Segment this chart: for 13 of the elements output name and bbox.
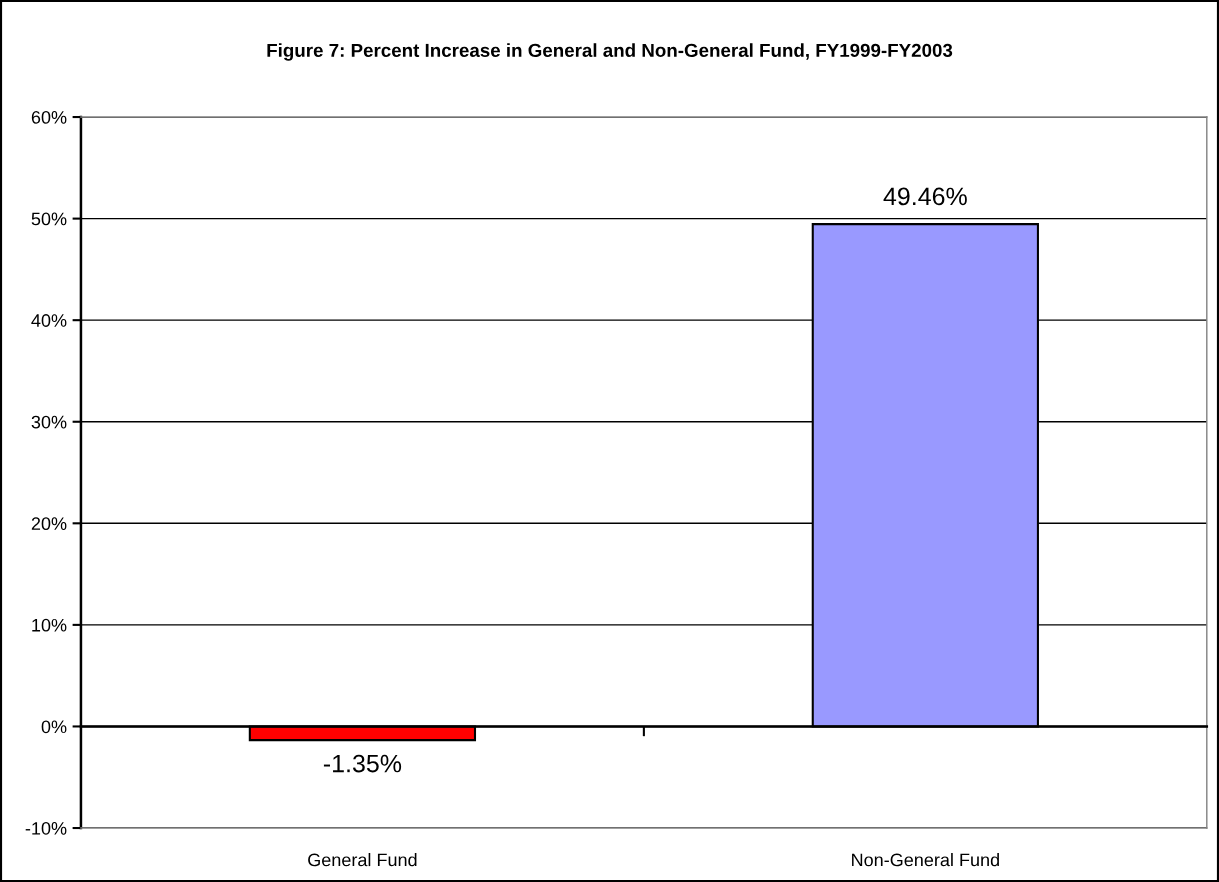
x-tick-label: General Fund — [308, 853, 417, 867]
data-label: -1.35% — [323, 754, 402, 773]
x-tick-label: Non-General Fund — [852, 853, 999, 867]
y-tick-label: 30% — [31, 415, 67, 429]
y-tick-label: 60% — [31, 110, 67, 124]
y-tick-label: 40% — [31, 314, 67, 327]
chart-title: Figure 7: Percent Increase in General and Non-General Fund, FY1999-FY2003 — [267, 43, 953, 61]
data-label: 49.46% — [883, 187, 967, 206]
y-tick-label: 0% — [41, 720, 67, 734]
y-tick-label: -10% — [25, 821, 67, 835]
y-tick-label: 10% — [32, 618, 67, 632]
y-tick-label: 20% — [31, 517, 67, 531]
y-tick-label: 50% — [31, 212, 67, 226]
